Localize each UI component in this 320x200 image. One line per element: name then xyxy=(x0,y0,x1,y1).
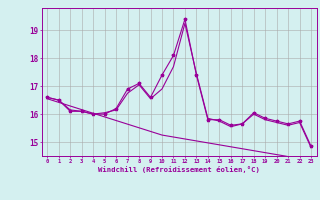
X-axis label: Windchill (Refroidissement éolien,°C): Windchill (Refroidissement éolien,°C) xyxy=(98,166,260,173)
